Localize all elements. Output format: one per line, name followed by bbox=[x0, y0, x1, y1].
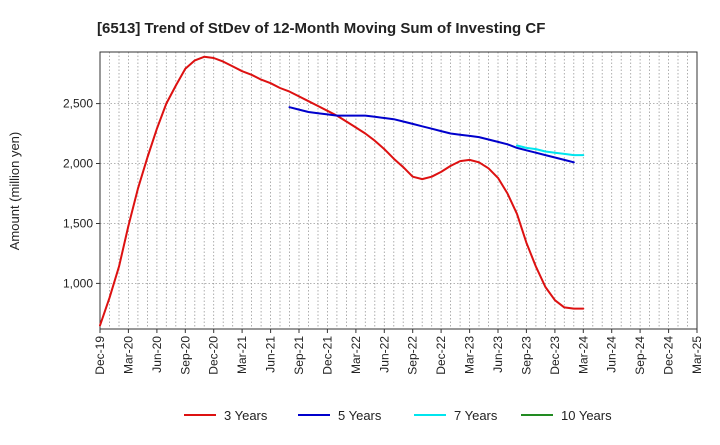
y-tick-label: 2,500 bbox=[63, 97, 93, 111]
legend-label-10-years: 10 Years bbox=[561, 408, 612, 423]
legend-label-3-years: 3 Years bbox=[224, 408, 268, 423]
x-tick-label: Sep-24 bbox=[633, 336, 647, 375]
x-tick-label: Sep-23 bbox=[519, 336, 533, 375]
x-tick-label: Mar-20 bbox=[121, 336, 135, 374]
y-tick-label: 2,000 bbox=[63, 157, 93, 171]
y-tick-label: 1,000 bbox=[63, 276, 93, 290]
chart-title: [6513] Trend of StDev of 12-Month Moving… bbox=[97, 20, 545, 37]
y-tick-label: 1,500 bbox=[63, 217, 93, 231]
plot-frame bbox=[99, 51, 698, 330]
x-tick-label: Dec-23 bbox=[548, 336, 562, 375]
x-tick-label: Jun-23 bbox=[491, 336, 505, 373]
series-line-5-years bbox=[288, 106, 575, 164]
x-tick-label: Mar-24 bbox=[576, 336, 590, 374]
x-tick-label: Jun-21 bbox=[264, 336, 278, 373]
x-tick-label: Jun-22 bbox=[377, 336, 391, 373]
series-line-3-years bbox=[99, 55, 585, 327]
x-tick-label: Dec-24 bbox=[662, 336, 676, 375]
x-tick-label: Mar-23 bbox=[463, 336, 477, 374]
x-tick-label: Dec-22 bbox=[434, 336, 448, 375]
y-axis: 1,000 1,500 2,000 2,500 bbox=[63, 97, 100, 290]
series-line-7-years bbox=[516, 144, 585, 157]
series-layer bbox=[99, 55, 585, 327]
x-tick-label: Sep-20 bbox=[178, 336, 192, 375]
x-tick-label: Mar-21 bbox=[235, 336, 249, 374]
x-axis: Dec-19 Mar-20 Jun-20 Sep-20 Dec-20 Mar-21 Jun-… bbox=[93, 329, 704, 375]
legend: 3 Years 5 Years 7 Years 10 Years bbox=[184, 408, 612, 423]
x-tick-label: Dec-21 bbox=[320, 336, 334, 375]
x-tick-label: Sep-21 bbox=[292, 336, 306, 375]
x-tick-label: Jun-24 bbox=[605, 336, 619, 373]
x-tick-label: Mar-22 bbox=[349, 336, 363, 374]
grid bbox=[100, 52, 697, 329]
x-tick-label: Dec-19 bbox=[93, 336, 107, 375]
y-axis-label: Amount (million yen) bbox=[7, 132, 22, 251]
legend-label-7-years: 7 Years bbox=[454, 408, 498, 423]
x-tick-label: Jun-20 bbox=[150, 336, 164, 373]
x-tick-label: Mar-25 bbox=[690, 336, 704, 374]
x-tick-label: Dec-20 bbox=[207, 336, 221, 375]
legend-label-5-years: 5 Years bbox=[338, 408, 382, 423]
x-tick-label: Sep-22 bbox=[406, 336, 420, 375]
